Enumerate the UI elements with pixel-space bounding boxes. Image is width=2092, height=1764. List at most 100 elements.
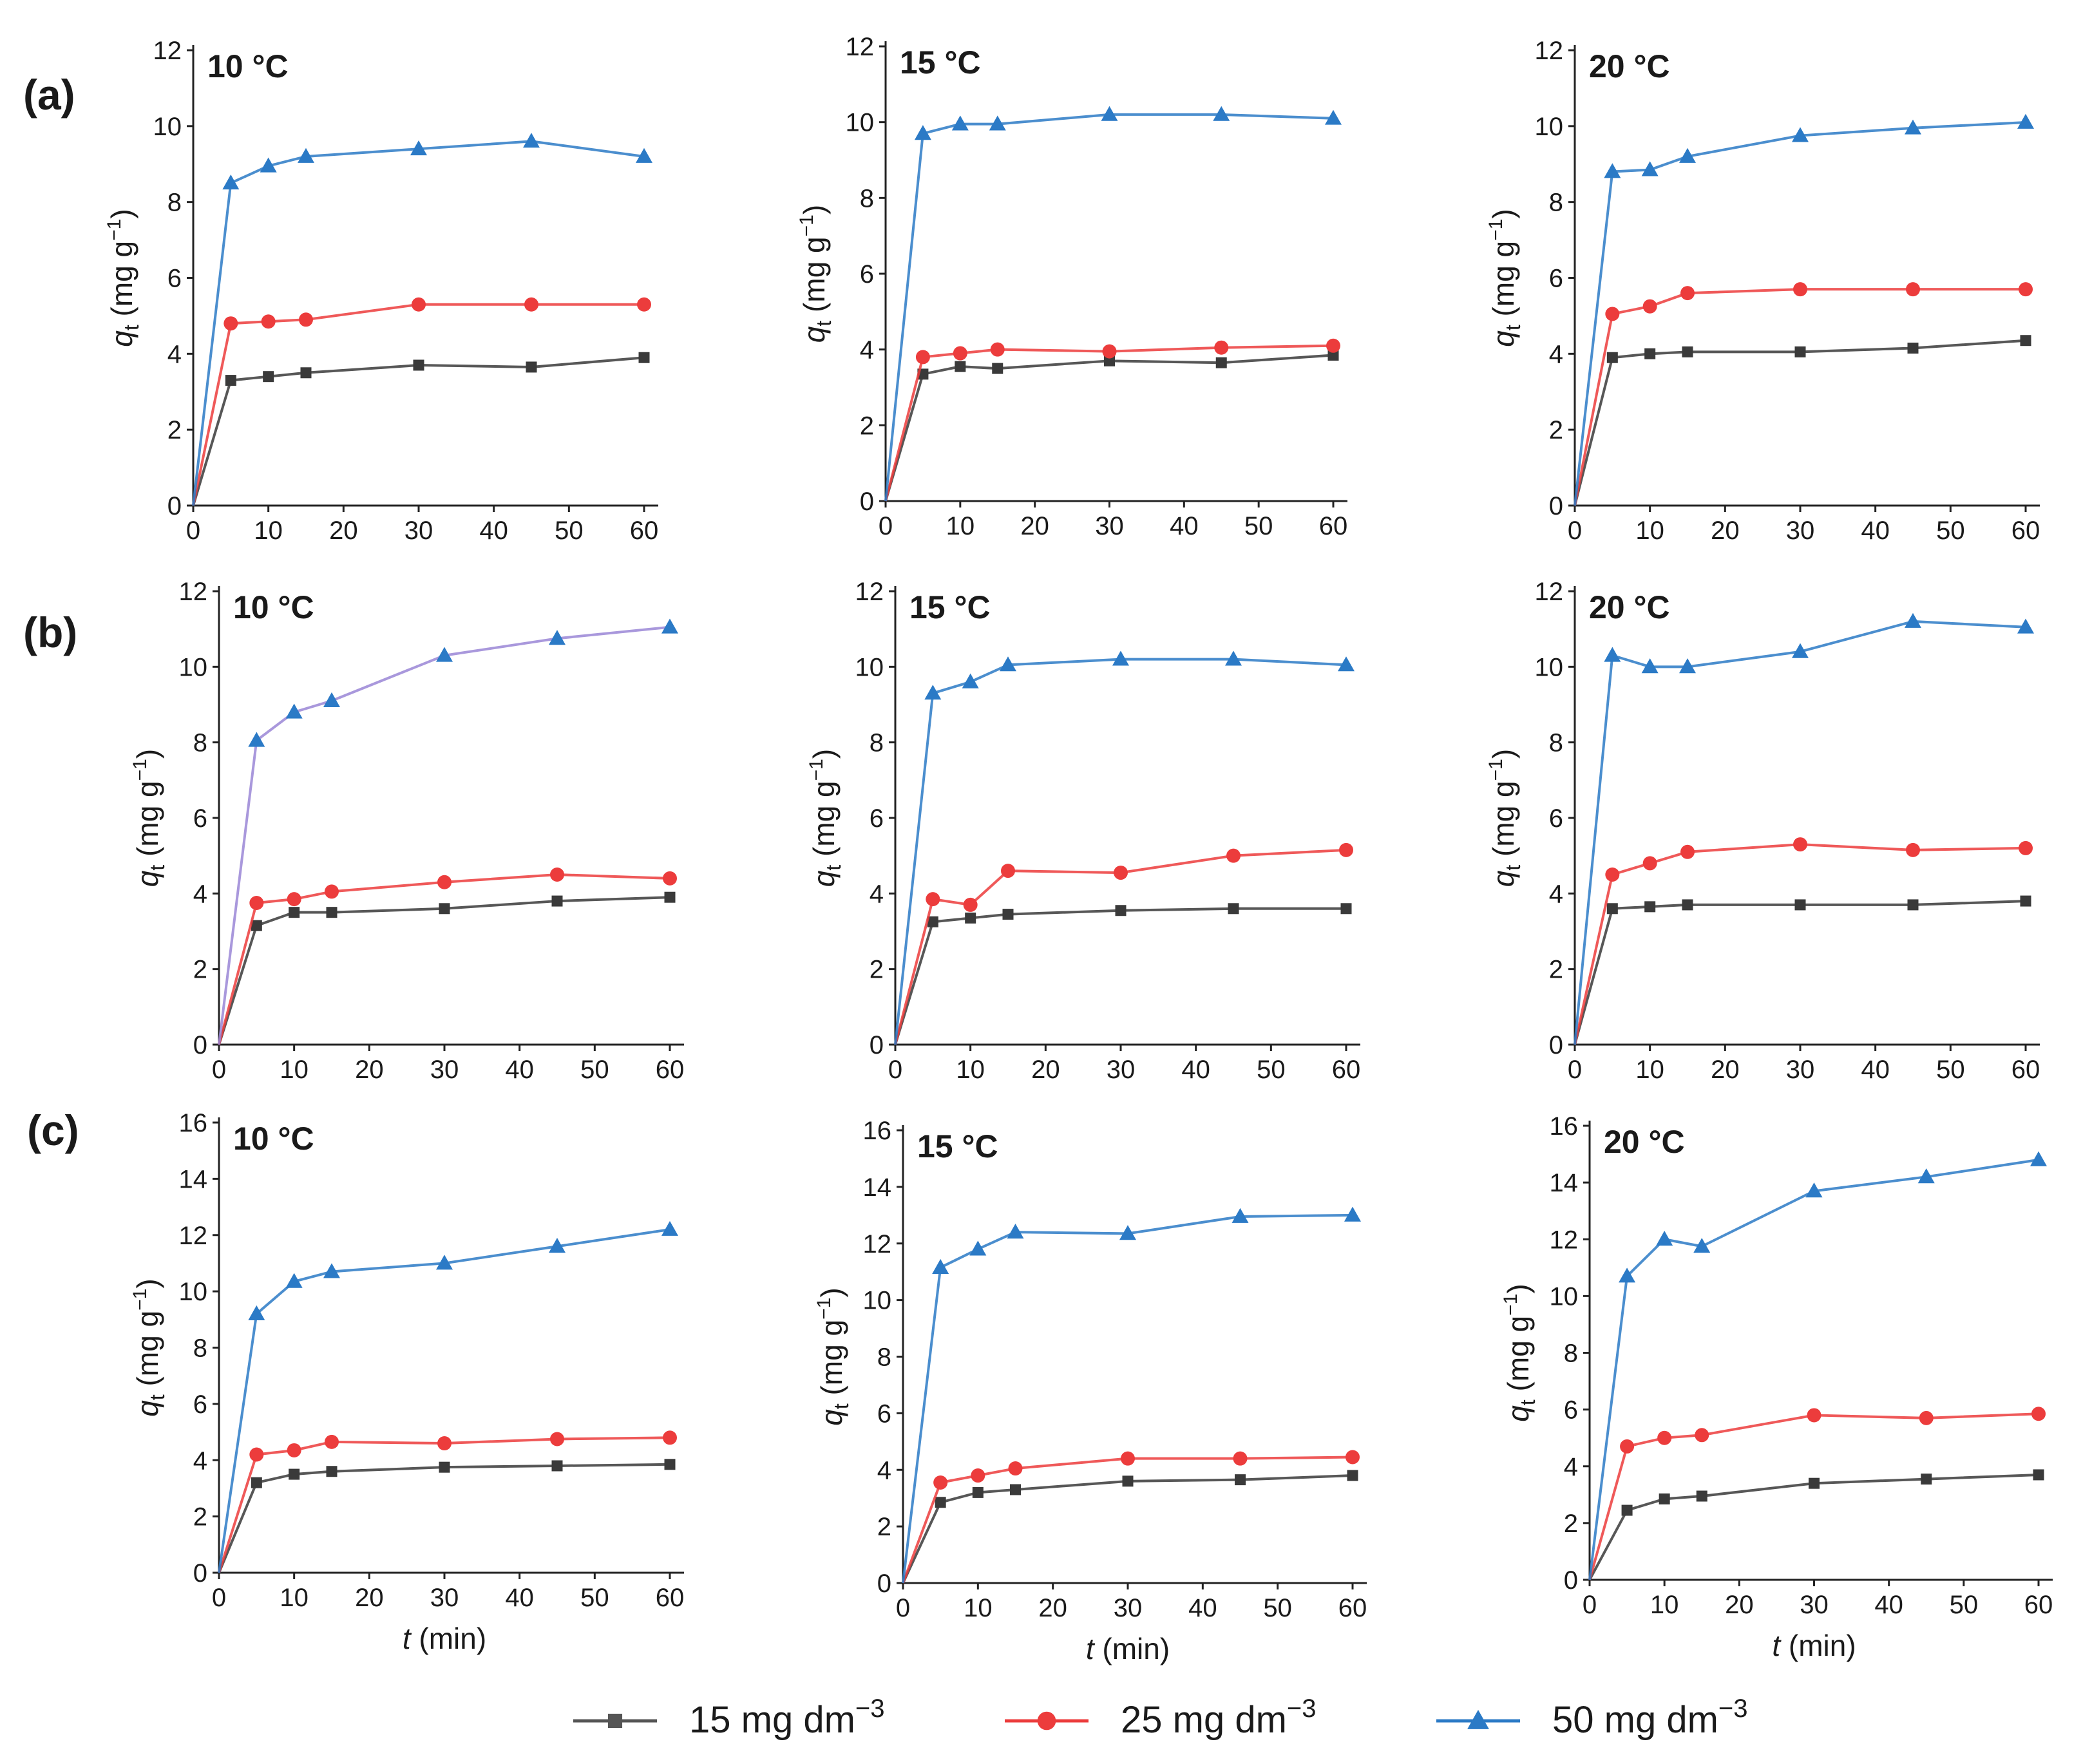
- panel-temperature-label: 10 °C: [233, 1121, 314, 1157]
- data-point: [1644, 901, 1656, 913]
- y-tick-label: 4: [1564, 1453, 1578, 1481]
- y-axis-subscript: t: [120, 325, 143, 330]
- y-tick-label: 2: [860, 412, 874, 440]
- data-point: [1919, 1410, 1934, 1425]
- y-axis-exponent: −1: [806, 759, 827, 781]
- x-tick-label: 40: [505, 1584, 534, 1612]
- data-point: [927, 916, 938, 927]
- data-point: [298, 147, 314, 163]
- data-point: [1215, 357, 1227, 368]
- series-50-mg-dm-3: [192, 133, 652, 506]
- y-tick-label: 4: [1549, 880, 1563, 908]
- x-tick-label: 60: [656, 1584, 685, 1612]
- data-point: [439, 1461, 450, 1473]
- legend-label-text: 15 mg dm: [689, 1699, 855, 1741]
- x-tick-label: 40: [505, 1056, 534, 1084]
- y-axis-symbol: q: [1487, 330, 1520, 347]
- legend-label: 15 mg dm−3: [689, 1694, 885, 1741]
- data-point: [222, 175, 240, 190]
- data-point: [1325, 109, 1342, 125]
- y-tick-label: 0: [860, 488, 874, 516]
- y-tick-label: 10: [846, 109, 875, 137]
- data-point: [1008, 1461, 1023, 1476]
- series-50-mg-dm-3: [1588, 1151, 2047, 1580]
- y-axis-title: qt (mg g−1): [1485, 749, 1525, 887]
- y-axis-exponent: −1: [104, 219, 125, 241]
- data-point: [1659, 1493, 1670, 1504]
- series-line: [218, 1436, 670, 1573]
- data-point: [1104, 355, 1115, 366]
- row-label-a: (a): [23, 71, 75, 119]
- y-tick-label: 10: [1535, 113, 1564, 141]
- data-point: [926, 892, 940, 907]
- data-point: [2019, 840, 2033, 855]
- legend-item-1: 15 mg dm−3: [573, 1694, 885, 1741]
- data-point: [326, 907, 338, 918]
- x-tick-label: 30: [1107, 1056, 1136, 1084]
- y-axis-subscript: t: [1501, 865, 1525, 871]
- data-point: [223, 316, 238, 331]
- data-point: [661, 1220, 678, 1236]
- x-tick-label: 50: [580, 1056, 609, 1084]
- chart-panel-a-15: 0 2 4 6 8 10 12 0 10 20 30 40 50 60 15 °C qt (mg g−1): [796, 33, 1347, 540]
- y-axis-title: qt (mg g−1): [129, 749, 169, 887]
- y-tick-label: 8: [1549, 729, 1563, 757]
- data-point: [663, 1430, 677, 1445]
- y-tick-label: 2: [877, 1513, 891, 1541]
- y-tick-label: 2: [870, 956, 884, 984]
- data-point: [664, 1459, 676, 1470]
- y-axis-subscript: t: [146, 865, 169, 871]
- series-25-mg-dm-3: [192, 297, 651, 506]
- y-axis-subscript: t: [1516, 1399, 1539, 1405]
- panel-temperature-label: 20 °C: [1589, 589, 1670, 625]
- data-point: [1339, 842, 1353, 857]
- y-tick-label: 12: [179, 578, 208, 606]
- y-tick-label: 6: [1564, 1396, 1578, 1425]
- y-tick-label: 4: [860, 336, 874, 365]
- x-tick-label: 10: [1650, 1591, 1679, 1619]
- y-axis-units: (mg g: [1487, 241, 1520, 325]
- data-point: [971, 1468, 985, 1483]
- y-tick-label: 6: [877, 1399, 891, 1428]
- data-point: [260, 157, 277, 173]
- y-axis-subscript: t: [812, 321, 835, 327]
- y-tick-label: 12: [1535, 578, 1564, 606]
- y-axis-exponent: −1: [1485, 219, 1507, 241]
- x-tick-label: 60: [1338, 1594, 1367, 1622]
- legend-label-text: 25 mg dm: [1121, 1699, 1287, 1741]
- x-tick-label: 50: [1263, 1594, 1292, 1622]
- data-point: [1679, 658, 1696, 674]
- x-tick-label: 40: [1170, 512, 1199, 540]
- data-point: [248, 1305, 265, 1320]
- x-axis-symbol: t: [1772, 1629, 1782, 1662]
- series-50-mg-dm-3: [218, 1220, 678, 1573]
- series-line: [902, 1474, 1353, 1584]
- series-line: [1574, 339, 2026, 506]
- data-point: [1101, 106, 1118, 121]
- data-point: [1682, 346, 1693, 357]
- x-tick-label: 20: [1711, 517, 1740, 545]
- data-point: [1641, 658, 1659, 674]
- x-tick-label: 10: [946, 512, 975, 540]
- y-tick-label: 10: [863, 1287, 892, 1315]
- y-tick-label: 6: [1549, 804, 1563, 833]
- data-point: [1642, 856, 1657, 871]
- x-tick-label: 40: [1181, 1056, 1210, 1084]
- data-point: [437, 1436, 452, 1451]
- y-tick-label: 10: [855, 653, 884, 681]
- data-point: [436, 647, 453, 662]
- x-tick-label: 30: [404, 517, 433, 545]
- x-tick-label: 0: [212, 1584, 226, 1612]
- data-point: [1793, 282, 1807, 297]
- data-point: [951, 115, 969, 131]
- y-tick-label: 8: [1564, 1340, 1578, 1368]
- y-tick-label: 0: [877, 1570, 891, 1598]
- x-tick-label: 20: [1031, 1056, 1060, 1084]
- series-line: [218, 625, 670, 1045]
- x-tick-label: 20: [1725, 1591, 1754, 1619]
- y-axis-close: ): [1487, 749, 1520, 759]
- x-tick-label: 60: [2024, 1591, 2053, 1619]
- series-line: [1588, 1412, 2039, 1580]
- x-tick-label: 10: [956, 1056, 985, 1084]
